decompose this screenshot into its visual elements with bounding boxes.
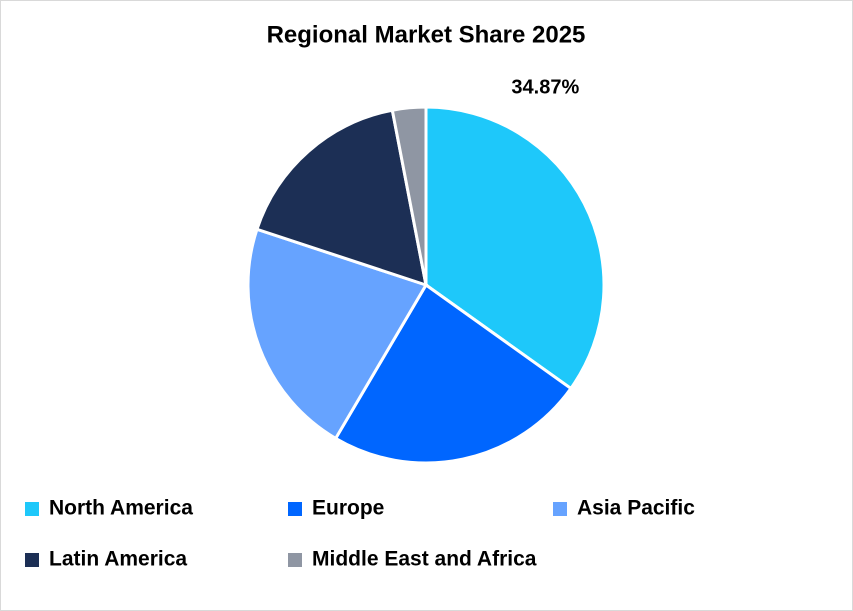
legend-swatch [25, 553, 39, 567]
pie-slice [333, 282, 573, 465]
legend-swatch [288, 553, 302, 567]
pie-slice [424, 105, 606, 391]
pie-slice [246, 227, 429, 441]
legend-label: Middle East and Africa [312, 548, 537, 571]
legend-label: North America [49, 497, 193, 520]
legend-label: Europe [312, 497, 384, 520]
pie-slice [390, 105, 428, 286]
legend-label: Latin America [49, 548, 187, 571]
chart-title: Regional Market Share 2025 [267, 21, 586, 48]
legend-swatch [25, 502, 39, 516]
legend-swatch [553, 502, 567, 516]
pie-slice [255, 108, 428, 288]
legend-label: Asia Pacific [577, 497, 695, 520]
data-label: 34.87% [511, 77, 579, 99]
legend-swatch [288, 502, 302, 516]
